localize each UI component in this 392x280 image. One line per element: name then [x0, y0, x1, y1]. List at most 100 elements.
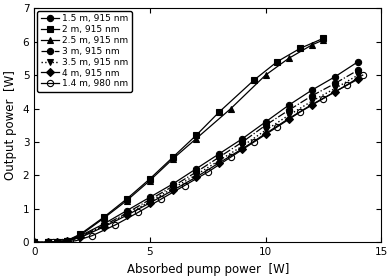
- 3.5 m, 915 nm: [101, 225, 106, 228]
- Line: 3.5 m, 915 nm: 3.5 m, 915 nm: [31, 72, 361, 246]
- 3.5 m, 915 nm: [356, 73, 360, 77]
- Line: 4 m, 915 nm: 4 m, 915 nm: [32, 76, 361, 245]
- 1.4 m, 980 nm: [344, 83, 349, 87]
- 4 m, 915 nm: [46, 241, 51, 244]
- 1.4 m, 980 nm: [136, 211, 141, 214]
- 1.4 m, 980 nm: [229, 155, 233, 159]
- 2 m, 915 nm: [275, 60, 279, 63]
- 2 m, 915 nm: [55, 240, 60, 243]
- 3 m, 915 nm: [78, 235, 83, 238]
- 1.4 m, 980 nm: [321, 97, 326, 100]
- 3 m, 915 nm: [356, 68, 360, 72]
- 3 m, 915 nm: [55, 240, 60, 243]
- 2 m, 915 nm: [298, 47, 303, 50]
- 1.4 m, 980 nm: [182, 184, 187, 187]
- 4 m, 915 nm: [171, 188, 175, 192]
- 2 m, 915 nm: [252, 78, 256, 82]
- Line: 2 m, 915 nm: 2 m, 915 nm: [31, 35, 327, 246]
- 3.5 m, 915 nm: [124, 213, 129, 216]
- 2 m, 915 nm: [321, 37, 326, 40]
- 3 m, 915 nm: [171, 185, 175, 188]
- 4 m, 915 nm: [64, 239, 69, 243]
- 4 m, 915 nm: [240, 147, 245, 150]
- 4 m, 915 nm: [286, 117, 291, 120]
- 2 m, 915 nm: [101, 216, 106, 219]
- 1.5 m, 915 nm: [101, 222, 106, 226]
- 2 m, 915 nm: [194, 134, 198, 137]
- 2.5 m, 915 nm: [124, 199, 129, 202]
- 3 m, 915 nm: [286, 109, 291, 112]
- 1.5 m, 915 nm: [46, 241, 51, 244]
- 3 m, 915 nm: [309, 94, 314, 97]
- 2 m, 915 nm: [124, 197, 129, 200]
- 1.4 m, 980 nm: [298, 110, 303, 114]
- 1.4 m, 980 nm: [205, 171, 210, 174]
- 3 m, 915 nm: [217, 155, 221, 159]
- 3.5 m, 915 nm: [55, 240, 60, 243]
- 2 m, 915 nm: [78, 232, 83, 236]
- 3.5 m, 915 nm: [147, 200, 152, 203]
- 4 m, 915 nm: [332, 90, 337, 94]
- 3.5 m, 915 nm: [171, 186, 175, 190]
- 1.5 m, 915 nm: [55, 240, 60, 243]
- 3.5 m, 915 nm: [32, 241, 36, 244]
- 2.5 m, 915 nm: [147, 179, 152, 182]
- 4 m, 915 nm: [78, 236, 83, 239]
- 4 m, 915 nm: [101, 225, 106, 229]
- 3.5 m, 915 nm: [46, 241, 51, 244]
- 1.5 m, 915 nm: [286, 104, 291, 107]
- 2 m, 915 nm: [32, 241, 36, 244]
- 4 m, 915 nm: [32, 241, 36, 244]
- 1.5 m, 915 nm: [240, 137, 245, 140]
- 1.5 m, 915 nm: [309, 88, 314, 92]
- 2.5 m, 915 nm: [309, 43, 314, 47]
- 2.5 m, 915 nm: [55, 240, 60, 243]
- 2.5 m, 915 nm: [78, 233, 83, 237]
- X-axis label: Absorbed pump power  [W]: Absorbed pump power [W]: [127, 263, 289, 276]
- 2.5 m, 915 nm: [171, 157, 175, 160]
- 3 m, 915 nm: [332, 82, 337, 85]
- 1.5 m, 915 nm: [263, 120, 268, 124]
- 1.5 m, 915 nm: [78, 234, 83, 237]
- 2.5 m, 915 nm: [32, 241, 36, 244]
- 1.5 m, 915 nm: [332, 75, 337, 78]
- 4 m, 915 nm: [55, 240, 60, 243]
- 3 m, 915 nm: [32, 241, 36, 244]
- 3.5 m, 915 nm: [309, 99, 314, 103]
- 2.5 m, 915 nm: [101, 217, 106, 220]
- 3 m, 915 nm: [194, 171, 198, 174]
- 3 m, 915 nm: [263, 123, 268, 127]
- 3.5 m, 915 nm: [240, 144, 245, 148]
- 4 m, 915 nm: [309, 103, 314, 106]
- 3.5 m, 915 nm: [263, 129, 268, 132]
- 1.5 m, 915 nm: [171, 182, 175, 186]
- 2.5 m, 915 nm: [229, 107, 233, 110]
- 2.5 m, 915 nm: [286, 57, 291, 60]
- 1.5 m, 915 nm: [124, 209, 129, 212]
- 1.4 m, 980 nm: [159, 197, 164, 200]
- 4 m, 915 nm: [147, 201, 152, 205]
- 1.4 m, 980 nm: [50, 241, 55, 244]
- 4 m, 915 nm: [217, 161, 221, 164]
- 4 m, 915 nm: [124, 214, 129, 217]
- 1.5 m, 915 nm: [356, 60, 360, 63]
- 2.5 m, 915 nm: [263, 73, 268, 77]
- Legend: 1.5 m, 915 nm, 2 m, 915 nm, 2.5 m, 915 nm, 3 m, 915 nm, 3.5 m, 915 nm, 4 m, 915 : 1.5 m, 915 nm, 2 m, 915 nm, 2.5 m, 915 n…: [37, 11, 132, 92]
- 3.5 m, 915 nm: [217, 159, 221, 162]
- 2 m, 915 nm: [147, 177, 152, 181]
- 1.5 m, 915 nm: [32, 241, 36, 244]
- 1.4 m, 980 nm: [252, 140, 256, 144]
- 4 m, 915 nm: [263, 132, 268, 135]
- 1.5 m, 915 nm: [194, 167, 198, 171]
- 3 m, 915 nm: [240, 140, 245, 144]
- 3.5 m, 915 nm: [194, 173, 198, 176]
- 1.4 m, 980 nm: [73, 239, 78, 242]
- 3 m, 915 nm: [46, 241, 51, 244]
- Y-axis label: Output power  [W]: Output power [W]: [4, 70, 17, 180]
- 1.4 m, 980 nm: [60, 240, 64, 243]
- 3.5 m, 915 nm: [64, 239, 69, 243]
- Line: 1.4 m, 980 nm: 1.4 m, 980 nm: [31, 72, 366, 246]
- 2 m, 915 nm: [64, 239, 69, 242]
- 1.4 m, 980 nm: [113, 223, 118, 227]
- 2.5 m, 915 nm: [46, 241, 51, 244]
